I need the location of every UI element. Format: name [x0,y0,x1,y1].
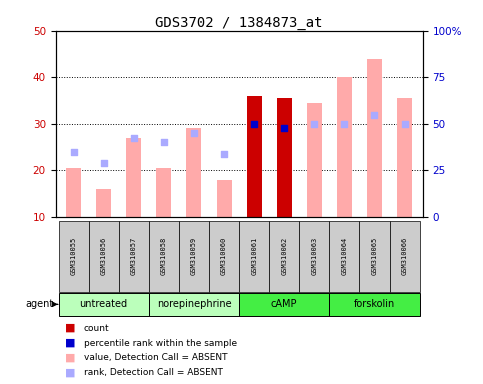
Text: GSM310061: GSM310061 [251,237,257,275]
Bar [359,221,389,292]
Text: GSM310057: GSM310057 [131,237,137,275]
Text: rank, Detection Call = ABSENT: rank, Detection Call = ABSENT [84,368,223,377]
Point [160,139,168,146]
Text: GSM310058: GSM310058 [161,237,167,275]
Bar [209,221,239,292]
Text: value, Detection Call = ABSENT: value, Detection Call = ABSENT [84,354,227,362]
Bar [149,293,239,316]
Bar [329,293,420,316]
Bar [126,138,142,217]
Point [100,161,108,167]
Text: GSM310055: GSM310055 [71,237,77,275]
Text: ■: ■ [65,368,76,378]
Text: untreated: untreated [80,299,128,310]
Bar [299,221,329,292]
Bar [66,168,81,217]
Bar [239,221,269,292]
Bar [89,221,119,292]
Bar [149,221,179,292]
Bar [96,189,111,217]
Bar [216,180,231,217]
Bar [389,221,420,292]
Point [280,126,288,132]
Text: cAMP: cAMP [271,299,298,310]
Text: GSM310066: GSM310066 [401,237,408,275]
Text: count: count [84,324,109,333]
Text: percentile rank within the sample: percentile rank within the sample [84,339,237,348]
Text: GSM310056: GSM310056 [100,237,107,275]
Bar [337,77,352,217]
Text: ■: ■ [65,338,76,348]
Point [220,151,228,157]
Text: GSM310065: GSM310065 [371,237,378,275]
Title: GDS3702 / 1384873_at: GDS3702 / 1384873_at [156,16,323,30]
Point [130,135,138,141]
Point [311,121,318,127]
Bar [307,103,322,217]
Bar [58,293,149,316]
Point [250,121,258,127]
Text: ■: ■ [65,353,76,363]
Bar [239,293,329,316]
Bar [186,129,201,217]
Bar [269,221,299,292]
Bar [156,168,171,217]
Point [341,121,348,127]
Bar [329,221,359,292]
Point [70,149,77,155]
Bar [119,221,149,292]
Text: GSM310059: GSM310059 [191,237,197,275]
Text: GSM310063: GSM310063 [312,237,317,275]
Text: agent: agent [25,299,53,310]
Bar [367,59,382,217]
Bar [58,221,89,292]
Text: forskolin: forskolin [354,299,395,310]
Text: norepinephrine: norepinephrine [156,299,231,310]
Text: GSM310060: GSM310060 [221,237,227,275]
Text: GSM310064: GSM310064 [341,237,347,275]
Point [370,111,378,118]
Bar [277,98,292,217]
Point [190,130,198,136]
Bar [397,98,412,217]
Bar [247,96,262,217]
Text: ■: ■ [65,323,76,333]
Bar [179,221,209,292]
Text: GSM310062: GSM310062 [281,237,287,275]
Point [401,121,409,127]
